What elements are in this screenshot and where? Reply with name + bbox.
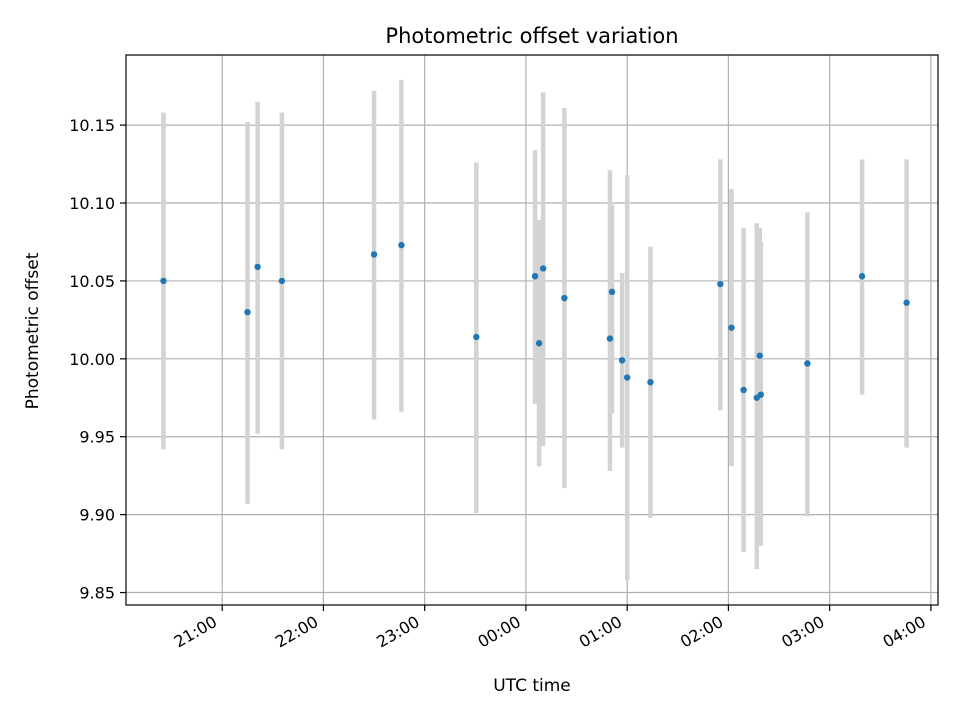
data-point: [370, 251, 378, 258]
data-point: [606, 335, 614, 342]
data-point: [398, 241, 405, 249]
y-tick-label: 10.05: [69, 272, 115, 291]
data-point: [757, 391, 765, 398]
data-point: [535, 340, 543, 347]
data-points: [160, 241, 910, 401]
data-point: [756, 352, 764, 359]
data-point: [858, 273, 866, 280]
data-point: [623, 374, 631, 381]
y-axis-ticks: 9.85 9.90 9.95 10.00 10.05 10.10 10.15: [69, 116, 126, 603]
data-point: [647, 378, 654, 386]
y-axis-title: Photometric offset: [23, 252, 43, 409]
data-point: [539, 265, 547, 272]
data-point: [618, 357, 626, 364]
data-point: [717, 280, 724, 288]
data-point: [160, 277, 167, 285]
data-point: [804, 360, 811, 367]
data-point: [740, 386, 747, 394]
plot-frame: [125, 54, 939, 606]
y-tick-label: 10.15: [69, 116, 115, 135]
y-tick-label: 9.90: [79, 506, 115, 525]
data-point: [244, 308, 251, 316]
y-tick-label: 10.10: [69, 194, 115, 213]
y-tick-label: 10.00: [69, 350, 115, 369]
y-tick-label: 9.85: [79, 584, 115, 603]
y-tick-label: 9.95: [79, 428, 115, 447]
data-point: [903, 299, 910, 306]
data-point: [278, 277, 286, 285]
x-axis-title: UTC time: [493, 676, 571, 696]
data-point: [254, 263, 261, 271]
data-point: [728, 324, 735, 331]
data-point: [608, 288, 616, 296]
data-point: [531, 273, 539, 280]
chart-title: Photometric offset variation: [385, 24, 678, 48]
data-point: [473, 333, 480, 341]
data-point: [561, 294, 568, 302]
